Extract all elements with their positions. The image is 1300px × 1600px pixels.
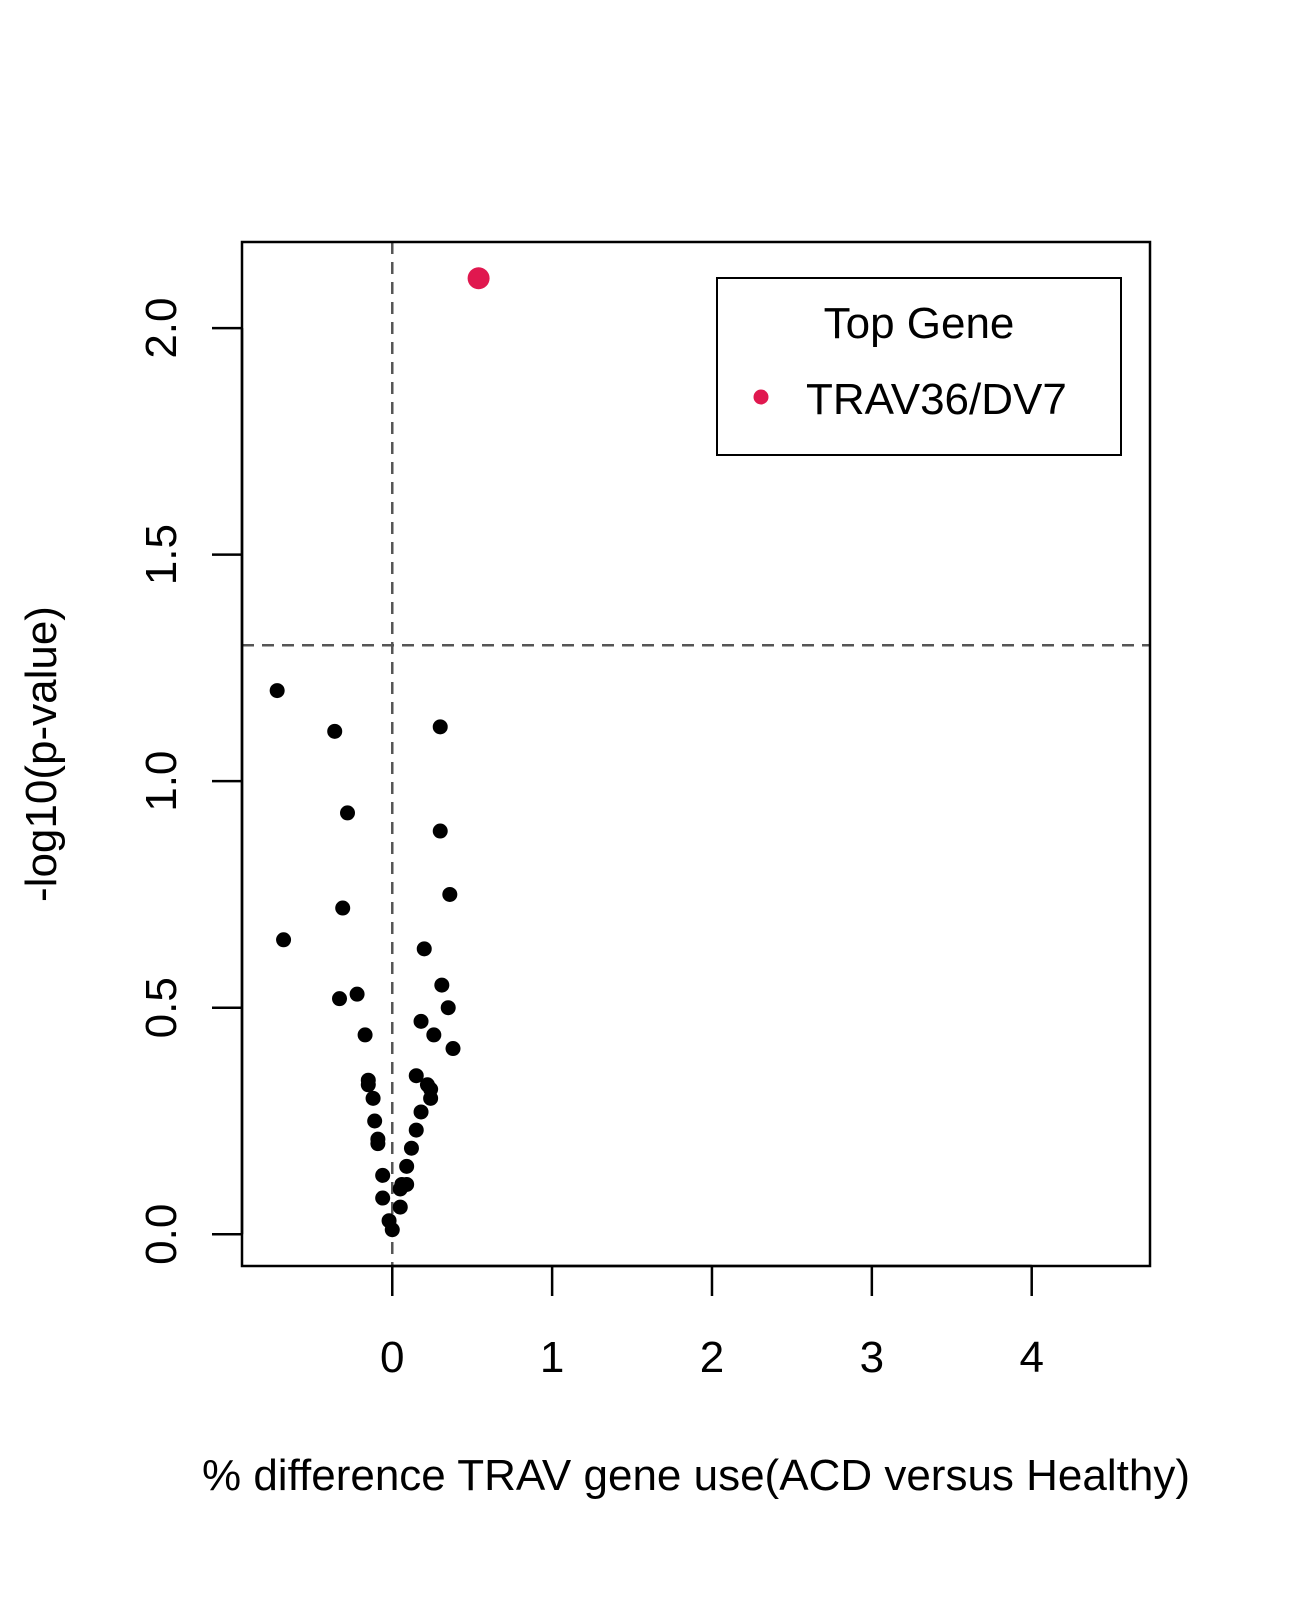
gene-point — [413, 1013, 429, 1029]
gene-point — [384, 1222, 400, 1238]
y-tick-label: 2.0 — [137, 298, 186, 359]
gene-point — [340, 805, 356, 821]
gene-point — [445, 1041, 461, 1057]
y-axis: 0.0 0.5 1.0 1.5 2.0 — [137, 298, 244, 1265]
x-tick-label: 0 — [380, 1333, 404, 1382]
gene-point — [423, 1090, 439, 1106]
x-tick-label: 2 — [700, 1333, 724, 1382]
gene-point — [349, 986, 365, 1002]
x-tick-label: 3 — [860, 1333, 884, 1382]
legend-entry-label: TRAV36/DV7 — [806, 375, 1067, 424]
gene-point — [434, 977, 450, 993]
y-tick-label: 1.5 — [137, 524, 186, 585]
y-tick-label: 0.5 — [137, 977, 186, 1038]
gene-point — [367, 1113, 383, 1129]
x-tick-label: 4 — [1019, 1333, 1043, 1382]
top-gene-point — [467, 267, 490, 290]
legend-title: Top Gene — [824, 299, 1015, 348]
gene-point — [375, 1167, 391, 1183]
y-tick-label: 0.0 — [137, 1204, 186, 1265]
gene-point — [432, 823, 448, 839]
gene-point — [335, 900, 351, 916]
x-tick-label: 1 — [540, 1333, 564, 1382]
gene-point — [370, 1136, 386, 1152]
gene-point — [426, 1027, 442, 1043]
gene-point — [392, 1199, 408, 1215]
gene-point — [399, 1176, 415, 1192]
x-axis-title: % difference TRAV gene use(ACD versus He… — [202, 1451, 1190, 1500]
gene-point — [403, 1140, 419, 1156]
legend-marker — [753, 389, 769, 405]
gene-point — [365, 1090, 381, 1106]
gene-point — [360, 1077, 376, 1093]
gene-point — [332, 991, 348, 1007]
gene-point — [408, 1068, 424, 1084]
gene-point — [442, 886, 458, 902]
gene-point — [432, 719, 448, 735]
x-axis: 0 1 2 3 4 — [380, 1264, 1044, 1382]
gene-point — [399, 1158, 415, 1174]
gene-point — [375, 1190, 391, 1206]
gene-point — [327, 723, 343, 739]
legend: Top Gene TRAV36/DV7 — [716, 277, 1122, 456]
y-tick-label: 1.0 — [137, 751, 186, 812]
gene-point — [413, 1104, 429, 1120]
gene-point — [408, 1122, 424, 1138]
gene-point — [416, 941, 432, 957]
data-points — [269, 267, 490, 1238]
gene-point — [276, 932, 292, 948]
gene-point — [357, 1027, 373, 1043]
legend-box — [716, 277, 1122, 456]
gene-point — [440, 1000, 456, 1016]
reference-lines — [242, 242, 1150, 1266]
y-axis-title: -log10(p-value) — [17, 606, 66, 902]
gene-point — [269, 683, 285, 699]
